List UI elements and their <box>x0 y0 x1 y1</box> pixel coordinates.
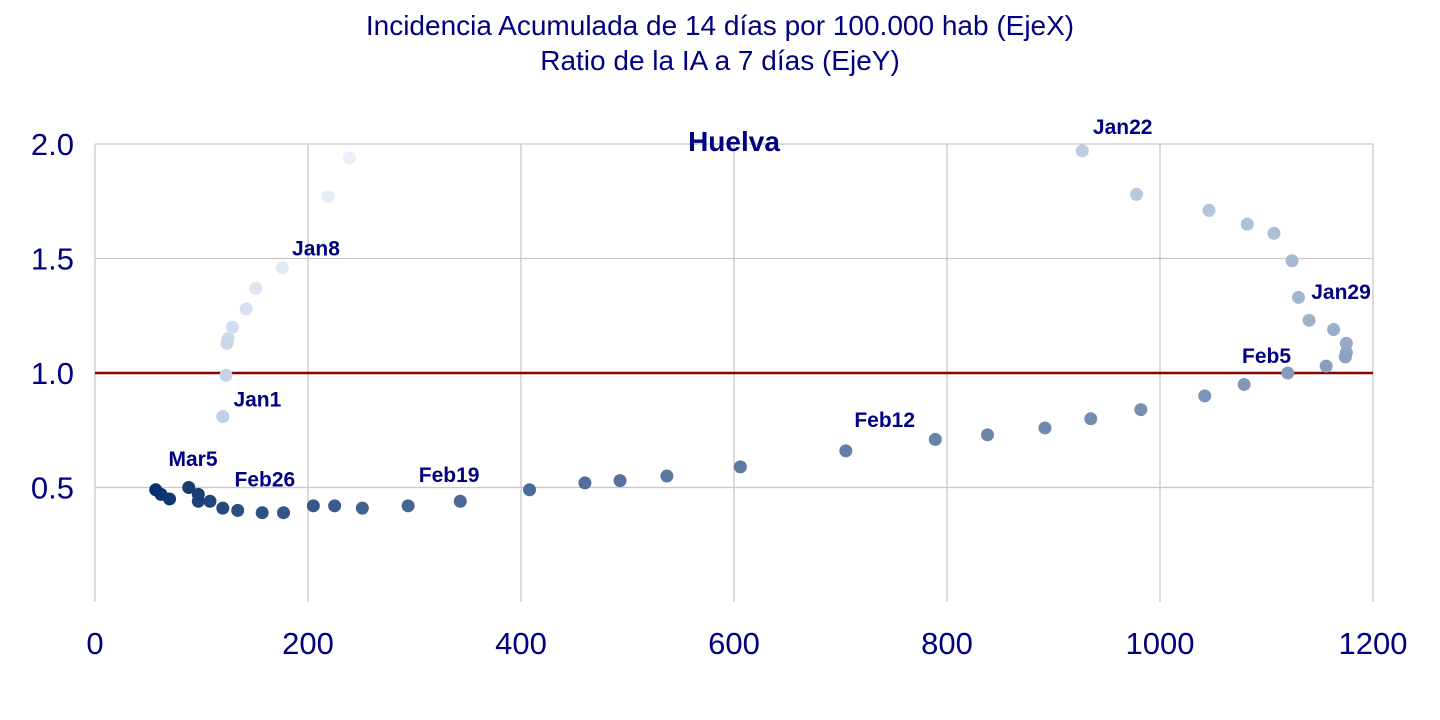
y-tick-label: 1.0 <box>31 356 74 391</box>
data-point <box>1281 366 1295 380</box>
date-annotation: Jan1 <box>233 389 281 412</box>
data-point <box>219 368 233 382</box>
date-annotation: Feb26 <box>235 469 296 492</box>
data-point <box>1075 144 1089 158</box>
data-point <box>277 506 291 520</box>
data-point <box>980 428 994 442</box>
data-point <box>401 499 415 513</box>
data-point <box>191 487 205 501</box>
data-points <box>149 144 1353 520</box>
data-point <box>239 302 253 316</box>
data-point <box>733 460 747 474</box>
data-point <box>249 281 263 295</box>
data-point <box>231 503 245 517</box>
data-point <box>1237 377 1251 391</box>
grid <box>94 143 1374 602</box>
data-point <box>578 476 592 490</box>
x-tick-label: 600 <box>708 626 760 661</box>
date-annotation: Feb5 <box>1242 345 1291 368</box>
panel-label: Huelva <box>688 126 780 157</box>
data-point <box>220 336 234 350</box>
data-point <box>660 469 674 483</box>
data-point <box>1130 187 1144 201</box>
data-point <box>182 481 196 494</box>
x-tick-label: 0 <box>86 626 103 661</box>
data-point <box>216 501 230 515</box>
date-annotation: Feb19 <box>419 464 480 487</box>
data-point <box>1134 403 1148 417</box>
x-tick-label: 200 <box>282 626 334 661</box>
data-point <box>1198 389 1212 403</box>
x-tick-label: 1200 <box>1339 626 1408 661</box>
data-point <box>1267 226 1281 240</box>
data-point <box>321 190 335 204</box>
data-point <box>839 444 853 458</box>
data-point <box>255 506 269 520</box>
data-point <box>1338 350 1352 364</box>
date-annotation: Jan29 <box>1311 281 1371 304</box>
data-point <box>149 483 163 497</box>
date-annotation: Feb12 <box>854 409 915 432</box>
data-point <box>613 474 627 488</box>
y-axis: 0.5 1.0 1.5 2.0 <box>31 127 74 506</box>
x-tick-label: 400 <box>495 626 547 661</box>
data-point <box>203 494 217 508</box>
data-point <box>1038 421 1052 435</box>
date-annotation: Mar5 <box>168 448 217 471</box>
chart-title: Incidencia Acumulada de 14 días por 100.… <box>365 10 1075 41</box>
data-point <box>216 410 230 424</box>
y-tick-label: 2.0 <box>31 127 74 162</box>
data-point <box>928 432 942 446</box>
date-annotation: Jan22 <box>1093 116 1153 139</box>
data-point <box>1291 290 1305 304</box>
data-point <box>453 494 467 508</box>
y-tick-label: 0.5 <box>31 471 74 506</box>
data-point <box>275 261 289 275</box>
data-point <box>1302 313 1316 327</box>
data-point <box>328 499 342 513</box>
x-tick-label: 800 <box>921 626 973 661</box>
data-point <box>1202 203 1216 217</box>
data-point <box>1084 412 1098 426</box>
date-annotation: Jan8 <box>292 237 340 260</box>
data-point <box>1240 217 1254 231</box>
data-point <box>306 499 320 513</box>
data-point <box>523 483 537 497</box>
x-axis: 0 200 400 600 800 1000 1200 <box>86 626 1407 661</box>
data-point <box>343 151 357 165</box>
x-tick-label: 1000 <box>1126 626 1195 661</box>
data-point <box>1339 336 1353 350</box>
y-tick-label: 1.5 <box>31 242 74 277</box>
data-point <box>1285 254 1299 268</box>
data-point <box>1319 359 1333 373</box>
data-point <box>225 320 239 334</box>
data-point <box>1327 322 1341 336</box>
annotations: Jan1 Jan8 Jan22 Jan29 Feb5 Feb12 Feb19 Feb26 Mar… <box>168 116 1370 492</box>
chart-subtitle: Ratio de la IA a 7 días (EjeY) <box>540 45 900 76</box>
data-point <box>355 501 369 515</box>
